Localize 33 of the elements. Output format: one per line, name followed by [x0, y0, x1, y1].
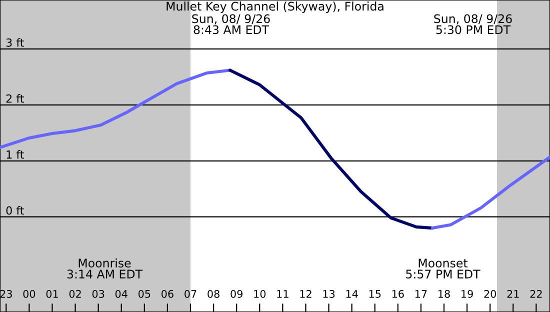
y-tick-label: 0 ft [6, 206, 24, 215]
x-tick-label: 11 [277, 290, 288, 298]
x-tick-label: 18 [438, 290, 450, 298]
x-tick-label: 09 [230, 290, 242, 298]
x-tick-label: 16 [392, 290, 404, 298]
x-tick-label: 14 [346, 290, 358, 298]
x-tick-label: 13 [323, 290, 335, 298]
chart-title: Mullet Key Channel (Skyway), Florida [166, 2, 384, 13]
x-tick-label: 20 [484, 290, 496, 298]
x-tick-label: 02 [69, 290, 81, 298]
x-tick-label: 01 [46, 290, 58, 298]
x-tick-label: 05 [138, 290, 150, 298]
annotation: Sun, 08/ 9/26 5:30 PM EDT [434, 14, 512, 34]
x-tick-label: 12 [300, 290, 312, 298]
x-tick-label: 22 [530, 290, 542, 298]
x-tick-label: 06 [162, 290, 174, 298]
x-tick-label: 23 [0, 290, 12, 298]
x-tick-label: 00 [23, 290, 36, 298]
x-tick-label: 10 [254, 290, 266, 298]
x-tick-label: 04 [115, 290, 128, 298]
x-tick-label: 03 [92, 290, 104, 298]
y-tick-label: 1 ft [6, 150, 24, 159]
x-tick-label: 15 [369, 290, 381, 298]
y-tick-label: 2 ft [6, 94, 24, 103]
annotation: Moonset 5:57 PM EDT [406, 258, 480, 279]
x-tick-label: 08 [208, 290, 220, 298]
y-tick-label: 3 ft [6, 38, 24, 47]
x-tick-label: 21 [507, 290, 519, 298]
x-tick-label: 19 [462, 290, 473, 298]
annotation: Sun, 08/ 9/26 8:43 AM EDT [192, 14, 270, 34]
x-tick-label: 17 [415, 290, 427, 298]
x-tick-label: 07 [184, 290, 196, 298]
annotation: Moonrise 3:14 AM EDT [67, 258, 143, 279]
